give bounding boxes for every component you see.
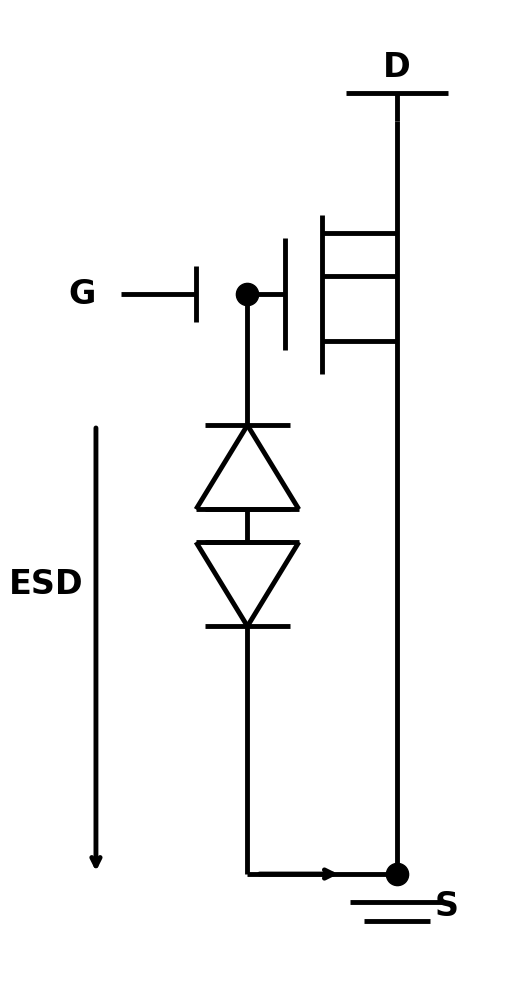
- Text: ESD: ESD: [9, 568, 84, 601]
- Text: G: G: [69, 278, 96, 311]
- Text: D: D: [383, 51, 411, 84]
- Text: S: S: [434, 890, 459, 923]
